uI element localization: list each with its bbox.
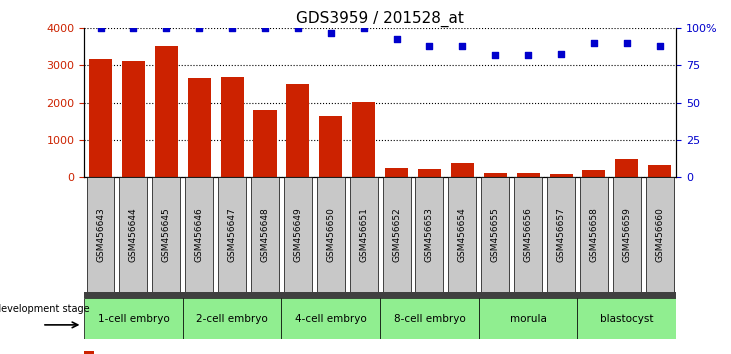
Bar bbox=[317, 177, 345, 292]
Point bbox=[161, 25, 173, 31]
Bar bbox=[550, 174, 572, 177]
Text: GSM456654: GSM456654 bbox=[458, 207, 467, 262]
Text: GSM456657: GSM456657 bbox=[556, 207, 566, 262]
Bar bbox=[580, 177, 608, 292]
Bar bbox=[254, 110, 276, 177]
Bar bbox=[89, 59, 112, 177]
Bar bbox=[385, 169, 408, 177]
Bar bbox=[251, 177, 279, 292]
Bar bbox=[613, 177, 641, 292]
Bar bbox=[221, 77, 243, 177]
Text: GSM456652: GSM456652 bbox=[392, 207, 401, 262]
Text: GSM456660: GSM456660 bbox=[655, 207, 664, 262]
Text: GSM456649: GSM456649 bbox=[293, 207, 303, 262]
Bar bbox=[287, 85, 309, 177]
Bar bbox=[183, 298, 281, 339]
Bar bbox=[84, 351, 94, 354]
Text: 8-cell embryo: 8-cell embryo bbox=[393, 314, 466, 324]
Point bbox=[227, 25, 238, 31]
Bar bbox=[382, 177, 411, 292]
Bar bbox=[415, 177, 444, 292]
Bar bbox=[86, 177, 115, 292]
Bar bbox=[188, 79, 211, 177]
Bar bbox=[448, 177, 477, 292]
Point bbox=[193, 25, 205, 31]
Bar bbox=[152, 177, 181, 292]
Bar bbox=[484, 173, 507, 177]
Point bbox=[556, 51, 567, 56]
Bar bbox=[185, 177, 213, 292]
Text: development stage: development stage bbox=[0, 304, 89, 314]
Bar bbox=[451, 162, 474, 177]
Bar bbox=[349, 177, 378, 292]
Text: GSM456651: GSM456651 bbox=[359, 207, 368, 262]
Bar bbox=[577, 298, 676, 339]
Bar bbox=[122, 61, 145, 177]
Bar bbox=[319, 116, 342, 177]
Bar bbox=[514, 177, 542, 292]
Bar bbox=[517, 172, 539, 177]
Bar bbox=[281, 298, 380, 339]
Point bbox=[522, 52, 534, 58]
Bar bbox=[84, 298, 183, 339]
Bar bbox=[583, 170, 605, 177]
Point bbox=[621, 40, 633, 46]
Bar bbox=[119, 177, 148, 292]
Bar bbox=[155, 46, 178, 177]
Point bbox=[588, 40, 600, 46]
Bar bbox=[479, 298, 577, 339]
Text: blastocyst: blastocyst bbox=[600, 314, 654, 324]
Point bbox=[325, 30, 336, 36]
Bar bbox=[418, 169, 441, 177]
Text: morula: morula bbox=[510, 314, 547, 324]
Text: GSM456645: GSM456645 bbox=[162, 207, 171, 262]
Point bbox=[456, 43, 469, 49]
Bar bbox=[481, 177, 510, 292]
Bar bbox=[616, 159, 638, 177]
Bar bbox=[284, 177, 312, 292]
Bar bbox=[218, 177, 246, 292]
Point bbox=[127, 25, 139, 31]
Point bbox=[424, 43, 436, 49]
Point bbox=[259, 25, 270, 31]
Point bbox=[292, 25, 304, 31]
Bar bbox=[352, 102, 375, 177]
Text: GSM456659: GSM456659 bbox=[622, 207, 632, 262]
Text: GSM456653: GSM456653 bbox=[425, 207, 434, 262]
Text: GSM456646: GSM456646 bbox=[194, 207, 204, 262]
Bar bbox=[380, 298, 479, 339]
Text: GSM456644: GSM456644 bbox=[129, 207, 138, 262]
Text: GSM456658: GSM456658 bbox=[589, 207, 599, 262]
Point bbox=[358, 25, 369, 31]
Text: GSM456655: GSM456655 bbox=[491, 207, 500, 262]
Text: 2-cell embryo: 2-cell embryo bbox=[196, 314, 268, 324]
Bar bbox=[547, 177, 575, 292]
Bar bbox=[648, 165, 671, 177]
Bar bbox=[645, 177, 674, 292]
Point bbox=[390, 36, 402, 41]
Text: 1-cell embryo: 1-cell embryo bbox=[97, 314, 170, 324]
Point bbox=[654, 43, 666, 49]
Point bbox=[95, 25, 107, 31]
Text: GSM456650: GSM456650 bbox=[326, 207, 336, 262]
Title: GDS3959 / 201528_at: GDS3959 / 201528_at bbox=[296, 11, 464, 27]
Text: 4-cell embryo: 4-cell embryo bbox=[295, 314, 367, 324]
Text: GSM456647: GSM456647 bbox=[227, 207, 237, 262]
Point bbox=[490, 52, 501, 58]
Text: GSM456656: GSM456656 bbox=[523, 207, 533, 262]
Text: GSM456643: GSM456643 bbox=[96, 207, 105, 262]
Text: GSM456648: GSM456648 bbox=[260, 207, 270, 262]
